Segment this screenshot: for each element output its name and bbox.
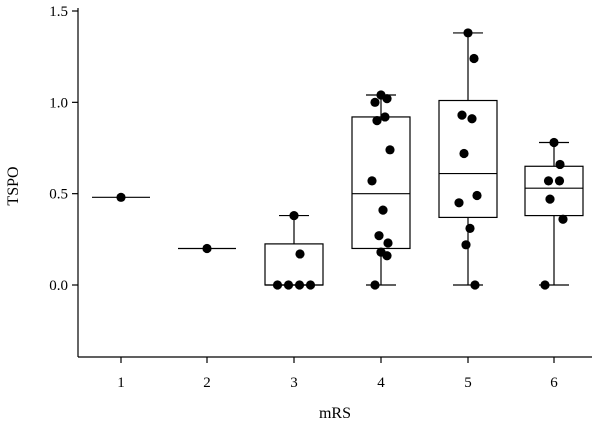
box-group-mrs-1 — [92, 192, 150, 202]
data-point — [202, 243, 212, 254]
y-tick-label: 0.0 — [49, 278, 68, 294]
y-tick-label: 0.5 — [49, 187, 68, 203]
x-tick-label: 4 — [377, 375, 385, 391]
box-group-mrs-5 — [438, 28, 498, 290]
box-group-mrs-4 — [351, 90, 411, 290]
data-point — [465, 223, 475, 233]
x-tick-label: 3 — [290, 375, 298, 391]
data-point — [470, 280, 480, 290]
y-tick-label: 1.0 — [49, 95, 68, 111]
data-point — [382, 94, 392, 104]
box-group-mrs-2 — [178, 243, 236, 254]
x-axis-label: mRS — [319, 405, 351, 422]
data-point — [383, 238, 393, 248]
data-point — [467, 114, 477, 124]
data-point — [385, 145, 395, 155]
data-point — [382, 251, 392, 261]
iqr-box — [438, 99, 498, 219]
data-point — [289, 210, 299, 221]
data-point — [272, 280, 283, 290]
data-point — [555, 159, 565, 170]
iqr-box — [524, 165, 584, 217]
boxes — [92, 28, 584, 290]
data-point — [372, 116, 382, 126]
data-point — [461, 240, 471, 250]
data-point — [469, 53, 479, 64]
x-tick-label: 6 — [550, 375, 558, 391]
y-tick-label: 1.5 — [49, 4, 68, 20]
x-tick-label: 5 — [464, 375, 472, 391]
data-point — [545, 194, 555, 204]
data-point — [472, 190, 482, 201]
data-point — [543, 176, 554, 186]
data-point — [558, 214, 568, 224]
data-point — [116, 192, 126, 202]
x-tick-label: 2 — [203, 375, 211, 391]
data-point — [283, 280, 294, 290]
data-point — [305, 280, 316, 290]
data-point — [370, 97, 380, 107]
x-tick-label: 1 — [117, 375, 125, 391]
data-point — [554, 176, 565, 186]
data-point — [294, 280, 305, 290]
data-point — [367, 176, 377, 186]
y-axis-label: TSPO — [5, 166, 22, 205]
iqr-box — [264, 243, 324, 286]
data-point — [454, 198, 464, 208]
box-group-mrs-6 — [524, 137, 584, 290]
box-group-mrs-3 — [264, 210, 324, 290]
data-point — [540, 280, 550, 290]
data-point — [463, 28, 473, 38]
axes: 0.0 0.5 1.0 1.5 1 2 3 4 5 6 — [49, 4, 592, 391]
iqr-box — [351, 116, 411, 250]
data-point — [549, 137, 559, 148]
data-point — [295, 249, 305, 259]
data-point — [380, 112, 390, 122]
data-point — [370, 280, 380, 290]
data-point — [459, 148, 469, 159]
data-point — [457, 110, 467, 120]
data-point — [374, 231, 384, 241]
data-point — [378, 205, 388, 215]
